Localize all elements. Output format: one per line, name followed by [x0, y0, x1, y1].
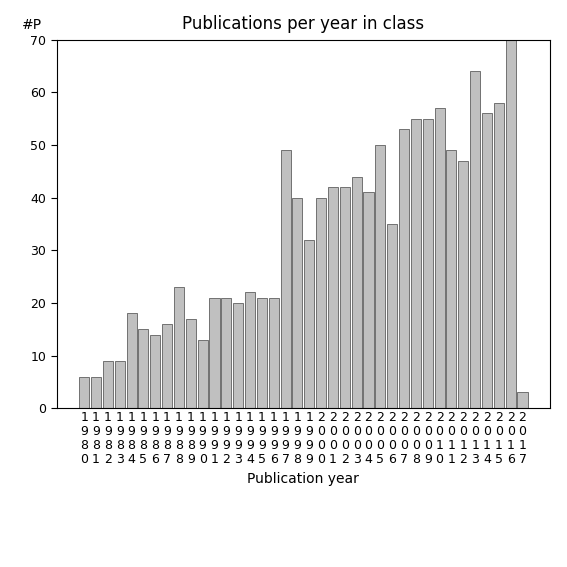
Bar: [411, 119, 421, 408]
Bar: [221, 298, 231, 408]
Bar: [150, 335, 160, 408]
Bar: [79, 376, 89, 408]
Bar: [91, 376, 101, 408]
Bar: [138, 329, 149, 408]
X-axis label: Publication year: Publication year: [247, 472, 359, 485]
Bar: [245, 293, 255, 408]
Bar: [198, 340, 208, 408]
Bar: [518, 392, 527, 408]
Bar: [470, 71, 480, 408]
Bar: [233, 303, 243, 408]
Bar: [209, 298, 219, 408]
Bar: [257, 298, 267, 408]
Bar: [482, 113, 492, 408]
Bar: [423, 119, 433, 408]
Bar: [103, 361, 113, 408]
Bar: [186, 319, 196, 408]
Bar: [458, 161, 468, 408]
Bar: [126, 314, 137, 408]
Title: Publications per year in class: Publications per year in class: [182, 15, 425, 32]
Bar: [340, 187, 350, 408]
Bar: [316, 198, 326, 408]
Bar: [269, 298, 279, 408]
Bar: [363, 192, 374, 408]
Bar: [115, 361, 125, 408]
Bar: [352, 176, 362, 408]
Bar: [293, 198, 302, 408]
Text: #P: #P: [22, 18, 43, 32]
Bar: [174, 287, 184, 408]
Bar: [304, 240, 314, 408]
Bar: [494, 103, 504, 408]
Bar: [506, 40, 516, 408]
Bar: [162, 324, 172, 408]
Bar: [387, 224, 397, 408]
Bar: [446, 150, 456, 408]
Bar: [375, 145, 386, 408]
Bar: [281, 150, 291, 408]
Bar: [434, 108, 445, 408]
Bar: [399, 129, 409, 408]
Bar: [328, 187, 338, 408]
